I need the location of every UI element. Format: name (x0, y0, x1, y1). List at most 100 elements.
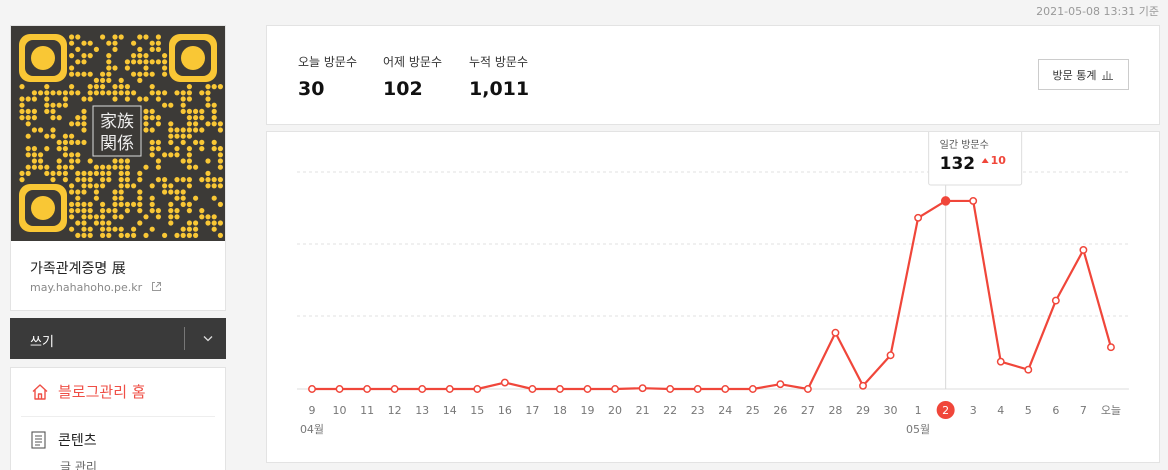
qr-module (69, 139, 75, 145)
chart-point[interactable] (721, 385, 730, 393)
chart-point[interactable] (638, 384, 647, 393)
chart-point[interactable] (1024, 365, 1033, 374)
chart-point[interactable] (473, 385, 482, 393)
qr-module (143, 65, 149, 71)
qr-module (106, 170, 112, 176)
chart-point[interactable] (831, 328, 840, 337)
blog-url-row[interactable]: may.hahahoho.pe.kr (30, 281, 162, 294)
chart-x-tick-label[interactable]: 16 (498, 404, 512, 417)
qr-module (211, 115, 217, 121)
qr-module (31, 146, 37, 152)
chart-x-tick-label[interactable]: 18 (553, 404, 567, 417)
chart-point[interactable] (693, 385, 702, 393)
chart-point[interactable] (445, 385, 454, 393)
chart-x-tick-label[interactable]: 19 (581, 404, 595, 417)
chart-x-tick-label[interactable]: 2 (942, 404, 949, 417)
chart-point[interactable] (940, 196, 951, 206)
chart-x-tick-label[interactable]: 15 (470, 404, 484, 417)
chart-point[interactable] (308, 385, 316, 393)
qr-module (199, 115, 205, 121)
chart-x-tick-label[interactable]: 6 (1052, 404, 1059, 417)
blog-profile-card: 家族 関係 가족관계증명 展 may.hahahoho.pe.kr (10, 25, 226, 311)
blog-profile-image[interactable]: 家族 関係 (11, 26, 225, 241)
external-link-icon[interactable] (151, 281, 162, 292)
chart-x-tick-label[interactable]: 30 (884, 404, 898, 417)
chart-x-tick-label[interactable]: 26 (773, 404, 787, 417)
qr-module (180, 96, 186, 102)
qr-module (174, 232, 180, 238)
qr-module (75, 158, 81, 164)
qr-module (87, 40, 93, 46)
chart-point[interactable] (1051, 296, 1060, 305)
qr-module (62, 133, 68, 139)
qr-module (106, 220, 112, 226)
chart-point[interactable] (996, 357, 1005, 366)
chart-point[interactable] (390, 385, 399, 393)
chart-x-tick-label[interactable]: 14 (443, 404, 457, 417)
chart-x-tick-label[interactable]: 12 (388, 404, 402, 417)
qr-module (155, 34, 161, 40)
write-options-button[interactable] (195, 327, 221, 350)
qr-module (75, 220, 81, 226)
chart-x-tick-label[interactable]: 11 (360, 404, 374, 417)
blog-name[interactable]: 가족관계증명 展 (30, 261, 126, 277)
menu-item-blog-admin-home[interactable]: 블로그관리 홈 (31, 381, 146, 402)
chart-point[interactable] (969, 196, 978, 205)
chart-x-tick-label[interactable]: 9 (309, 404, 316, 417)
chart-x-tick-label[interactable]: 27 (801, 404, 815, 417)
chart-point[interactable] (803, 385, 812, 393)
qr-module (180, 139, 186, 145)
qr-logo-box (92, 105, 142, 157)
chart-point[interactable] (611, 385, 619, 393)
menu-subitem-post-management[interactable]: 글 관리 (60, 460, 97, 470)
chart-point[interactable] (886, 351, 895, 360)
qr-module (217, 232, 223, 238)
chart-x-tick-label[interactable]: 1 (915, 404, 922, 417)
chart-x-tick-label[interactable]: 23 (691, 404, 705, 417)
chart-point[interactable] (363, 385, 372, 393)
chart-x-tick-label[interactable]: 17 (525, 404, 539, 417)
chart-x-tick-label[interactable]: 24 (718, 404, 732, 417)
chart-point[interactable] (418, 385, 427, 393)
chart-point[interactable] (500, 378, 509, 387)
visitor-stats-button[interactable]: 방문 통계 (1038, 59, 1129, 90)
chart-x-tick-label[interactable]: 3 (970, 404, 977, 417)
chart-point[interactable] (528, 385, 537, 393)
qr-module (124, 96, 130, 102)
chart-x-tick-label[interactable]: 28 (828, 404, 842, 417)
qr-module (211, 214, 217, 220)
bar-chart-icon (1102, 71, 1114, 80)
chart-x-tick-label[interactable]: 22 (663, 404, 677, 417)
qr-module (100, 208, 106, 214)
chart-point[interactable] (666, 385, 675, 393)
chart-x-tick-label[interactable]: 4 (997, 404, 1004, 417)
chart-x-tick-label[interactable]: 13 (415, 404, 429, 417)
qr-module (62, 90, 68, 96)
qr-module (199, 108, 205, 114)
qr-module (199, 214, 205, 220)
chart-point[interactable] (859, 381, 867, 390)
chart-x-tick-label[interactable]: 10 (333, 404, 347, 417)
chart-x-tick-label[interactable]: 오늘 (1101, 404, 1121, 417)
chart-point[interactable] (748, 385, 757, 393)
chart-point[interactable] (556, 385, 564, 393)
chart-x-tick-label[interactable]: 29 (856, 404, 870, 417)
chart-x-tick-label[interactable]: 5 (1025, 404, 1032, 417)
chart-point[interactable] (914, 213, 923, 222)
chart-x-tick-label[interactable]: 25 (746, 404, 760, 417)
chart-point[interactable] (583, 385, 592, 393)
qr-module (131, 40, 137, 46)
qr-module (124, 164, 130, 170)
chart-point[interactable] (1079, 246, 1088, 254)
chart-x-tick-label[interactable]: 20 (608, 404, 622, 417)
chart-x-tick-label[interactable]: 7 (1080, 404, 1087, 417)
chart-point[interactable] (776, 380, 785, 389)
blog-url[interactable]: may.hahahoho.pe.kr (30, 281, 143, 294)
qr-module (56, 158, 62, 164)
chart-x-tick-label[interactable]: 21 (636, 404, 650, 417)
write-button[interactable]: 쓰기 (30, 335, 54, 350)
chart-point[interactable] (335, 385, 344, 393)
qr-module (100, 201, 106, 207)
chart-point[interactable] (1107, 343, 1115, 352)
menu-item-contents[interactable]: 콘텐츠 (31, 430, 97, 450)
